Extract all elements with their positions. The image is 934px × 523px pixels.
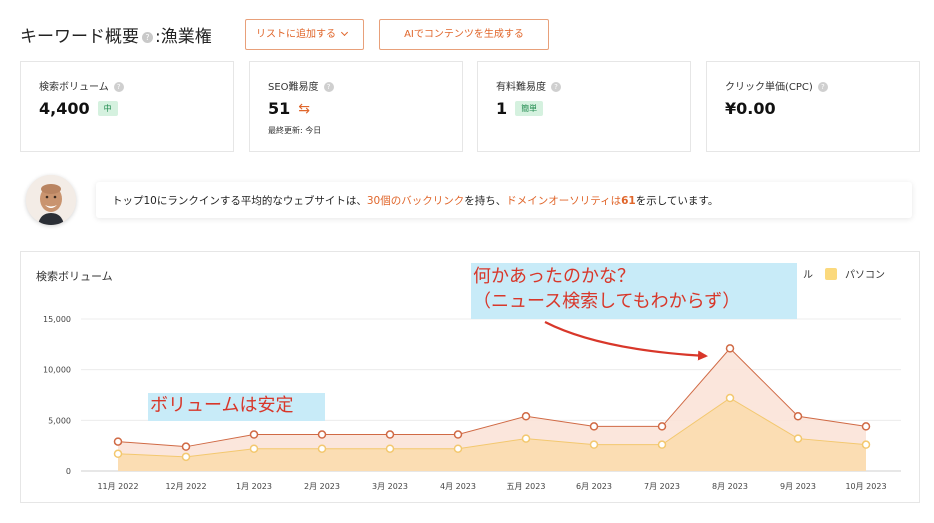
legend-label: パソコン (845, 270, 885, 281)
chart-plot: 15,000 10,000 5,000 0 11月 2022 12月 2022 1月 202… (43, 315, 901, 491)
keyword-overview-header: キーワード概要?:漁業権 リストに追加する AIでコンテンツを生成する (20, 18, 920, 50)
desktop-data-point (453, 444, 463, 453)
metric-card-paid-difficulty: 有料難易度? 1 簡単 (477, 61, 691, 152)
metric-value: 51 (268, 99, 291, 118)
total-data-point (793, 412, 803, 421)
total-data-point (385, 430, 395, 439)
insight-middle: を持ち、 (464, 195, 507, 207)
metric-card-search-volume: 検索ボリューム? 4,400 中 (20, 61, 234, 152)
legend-swatch (825, 268, 837, 280)
total-data-point (861, 422, 871, 431)
legend-item-mobile[interactable]: ル (803, 270, 813, 281)
x-tick-label: 8月 2023 (712, 482, 748, 491)
metric-label: 検索ボリューム (39, 82, 109, 93)
page-title-text: キーワード概要 (20, 27, 139, 47)
page-title: キーワード概要?:漁業権 (20, 22, 212, 47)
annotation-question: 何かあったのかな？ （ニュース検索してもわからず） (471, 263, 797, 319)
insight-prefix: トップ10にランクインする平均的なウェブサイトは、 (112, 195, 367, 207)
last-updated-text: 最終更新: 今日 (268, 126, 322, 135)
desktop-data-point (385, 444, 395, 453)
x-tick-label: 3月 2023 (372, 482, 408, 491)
difficulty-badge: 中 (97, 101, 118, 116)
metric-label: SEO難易度 (268, 82, 319, 93)
metric-value: 1 (496, 99, 508, 118)
total-data-point (521, 412, 531, 421)
desktop-data-point (181, 452, 191, 462)
help-icon[interactable]: ? (113, 82, 124, 92)
desktop-volume-area (118, 398, 866, 471)
chevron-down-icon (340, 28, 349, 37)
total-data-point (589, 422, 599, 431)
insight-text: トップ10にランクインする平均的なウェブサイトは、30個のバックリンクを持ち、ド… (112, 193, 718, 208)
x-tick-label: 五月 2023 (507, 482, 546, 491)
x-tick-label: 7月 2023 (644, 482, 680, 491)
help-icon[interactable]: ? (323, 82, 334, 92)
desktop-data-point (521, 434, 531, 443)
x-tick-label: 6月 2023 (576, 482, 612, 491)
desktop-data-point (113, 449, 123, 459)
metric-label: 有料難易度 (496, 82, 546, 93)
total-volume-line (117, 347, 867, 448)
insight-banner: トップ10にランクインする平均的なウェブサイトは、30個のバックリンクを持ち、ド… (96, 182, 912, 218)
desktop-data-point (589, 440, 599, 449)
search-volume-chart: 検索ボリューム ル パソコン 15,000 10,000 5,000 0 11月 202… (20, 251, 920, 503)
legend-item-desktop[interactable]: パソコン (825, 266, 885, 281)
insight-backlinks: 30個のバックリンク (366, 195, 465, 207)
difficulty-badge: 簡単 (515, 101, 544, 116)
desktop-data-point (861, 440, 871, 449)
y-tick-label: 5,000 (48, 416, 71, 425)
total-data-point (181, 442, 191, 451)
total-data-point (725, 344, 735, 353)
keyword-text: 漁業権 (160, 27, 212, 47)
metric-value: ¥0.00 (725, 99, 776, 118)
avatar (26, 175, 76, 225)
help-icon[interactable]: ? (142, 31, 153, 43)
help-icon[interactable]: ? (817, 82, 828, 92)
metric-card-seo-difficulty: SEO難易度? 51 ⇆ 最終更新: 今日 (249, 61, 463, 152)
total-data-point (113, 437, 123, 446)
total-data-point (657, 422, 667, 431)
annotation-line-2: （ニュース検索してもわからず） (473, 291, 741, 312)
desktop-data-point (725, 393, 735, 403)
total-data-point (453, 430, 463, 439)
x-tick-label: 4月 2023 (440, 482, 476, 491)
desktop-data-point (317, 444, 327, 453)
desktop-data-point (249, 444, 259, 453)
y-tick-label: 10,000 (43, 366, 71, 375)
desktop-data-point (657, 440, 667, 449)
total-data-point (317, 430, 327, 439)
insight-suffix: を示しています。 (635, 195, 719, 207)
insight-authority-label: ドメインオーソリティは (506, 195, 622, 207)
total-data-point (249, 430, 259, 439)
x-tick-label: 10月 2023 (845, 482, 886, 491)
metric-value: 4,400 (39, 99, 90, 118)
insight-authority-value: 61 (621, 195, 636, 207)
add-to-list-button[interactable]: リストに追加する (245, 19, 364, 50)
desktop-volume-line (117, 397, 867, 458)
chart-title: 検索ボリューム (36, 270, 113, 283)
person-avatar-icon (26, 175, 76, 225)
metric-label: クリック単価(CPC) (725, 82, 813, 93)
title-separator: : (155, 27, 161, 47)
x-tick-label: 11月 2022 (97, 482, 138, 491)
annotation-line-1: 何かあったのかな？ (473, 266, 635, 287)
x-tick-label: 9月 2023 (780, 482, 816, 491)
help-icon[interactable]: ? (551, 82, 561, 92)
metric-card-cpc: クリック単価(CPC)? ¥0.00 (706, 61, 920, 152)
desktop-data-point (793, 434, 803, 443)
add-to-list-label: リストに追加する (256, 29, 336, 40)
x-tick-label: 1月 2023 (236, 482, 272, 491)
y-tick-label: 0 (66, 467, 71, 476)
annotation-stable: ボリュームは安定 (148, 393, 325, 421)
ai-generate-content-button[interactable]: AIでコンテンツを生成する (379, 19, 549, 50)
refresh-icon[interactable]: ⇆ (298, 101, 310, 117)
x-tick-label: 2月 2023 (304, 482, 340, 491)
x-tick-label: 12月 2022 (165, 482, 206, 491)
y-tick-label: 15,000 (43, 315, 71, 324)
